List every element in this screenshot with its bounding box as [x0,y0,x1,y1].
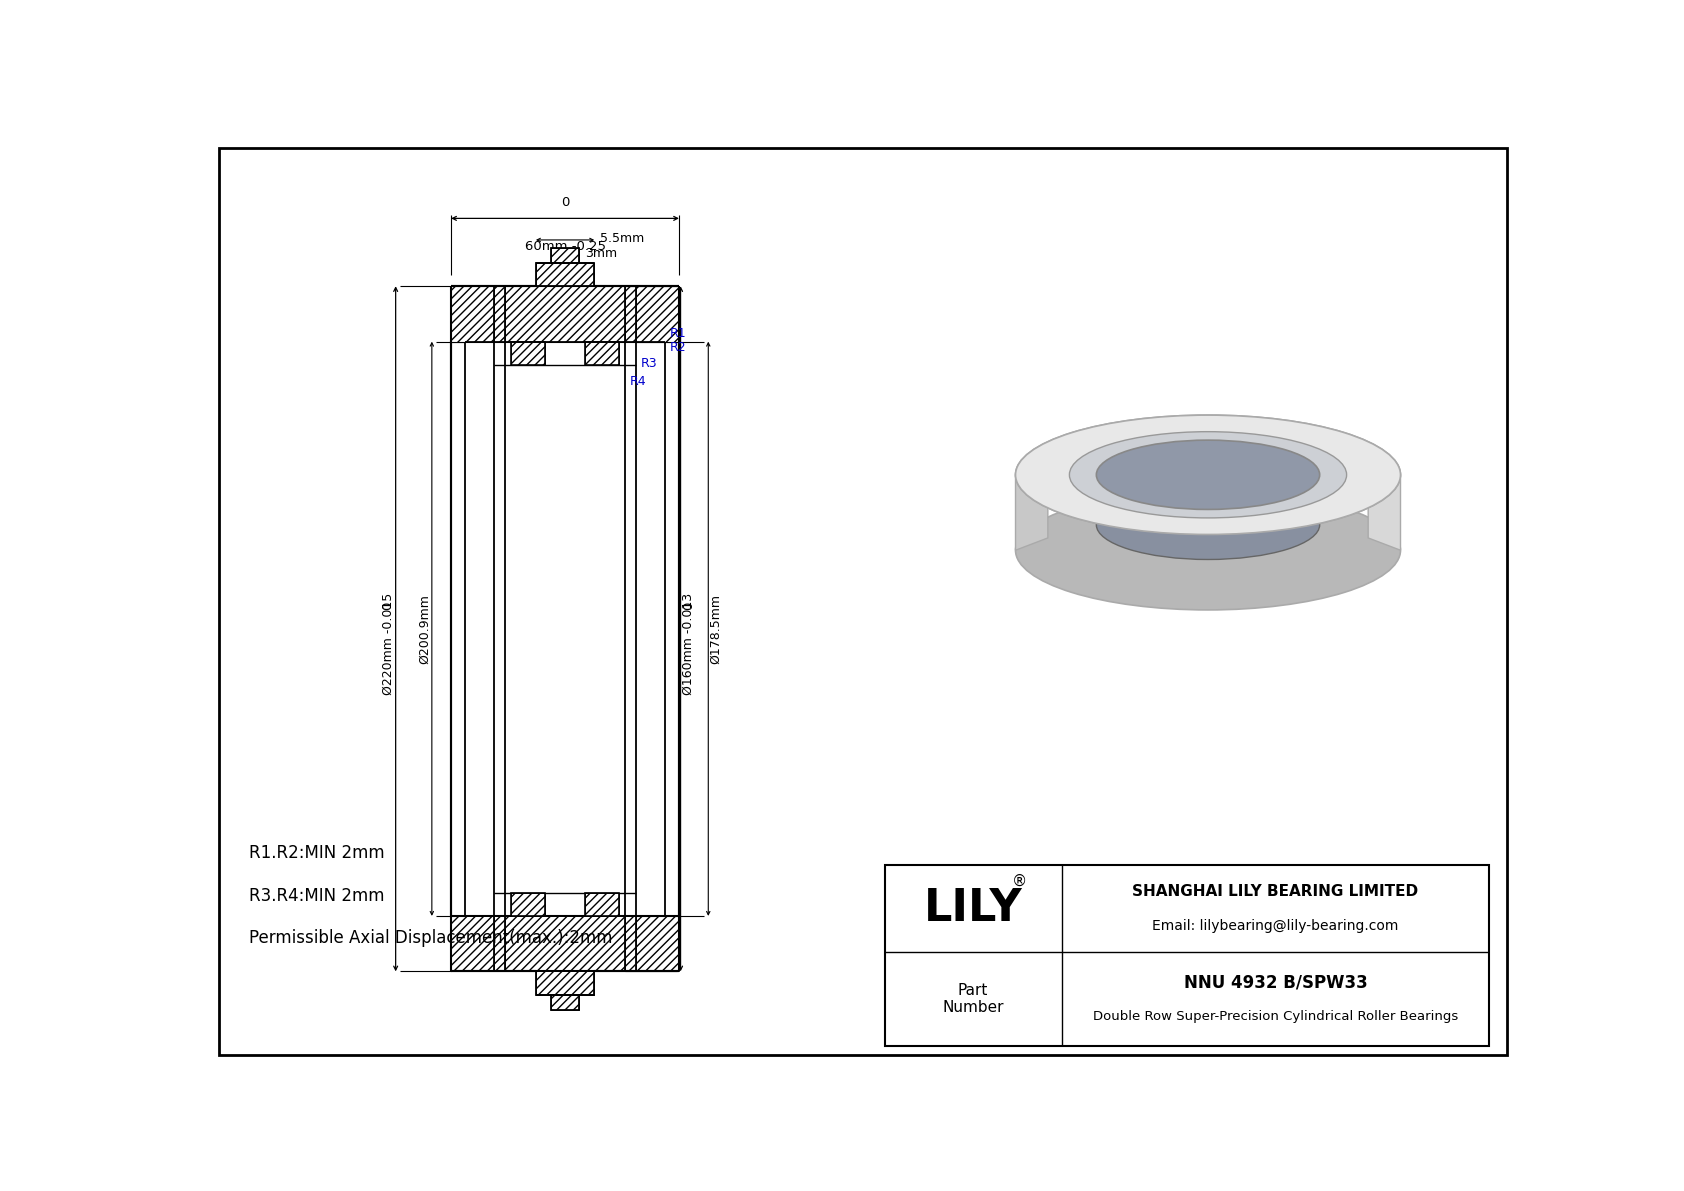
Bar [512,342,546,364]
Bar [536,972,594,994]
Bar [451,916,679,972]
Bar [493,286,505,342]
Text: R2: R2 [670,342,687,354]
Text: SHANGHAI LILY BEARING LIMITED: SHANGHAI LILY BEARING LIMITED [1132,884,1418,899]
Bar [584,893,620,916]
Bar [493,916,505,972]
Ellipse shape [1069,431,1347,518]
Bar [551,248,579,263]
Bar [584,893,620,916]
Polygon shape [1015,466,1047,550]
Text: 0: 0 [682,601,695,610]
Bar [536,972,594,994]
Polygon shape [1367,466,1401,550]
Ellipse shape [1096,441,1320,510]
Bar [451,286,679,342]
Bar [884,865,1489,1046]
Text: 3mm: 3mm [584,248,618,261]
Bar [625,916,637,972]
Text: Ø160mm -0.013: Ø160mm -0.013 [682,593,695,696]
Ellipse shape [1069,431,1347,518]
Ellipse shape [1015,416,1401,535]
Ellipse shape [1015,491,1401,610]
Text: 5.5mm: 5.5mm [601,232,645,245]
Text: Ø200.9mm: Ø200.9mm [418,594,431,663]
Bar [551,248,579,263]
Text: Part
Number: Part Number [943,983,1004,1015]
Ellipse shape [1096,441,1320,510]
Ellipse shape [1015,416,1401,535]
Text: ®: ® [1012,874,1027,890]
Ellipse shape [1096,491,1320,560]
Bar [512,893,546,916]
Ellipse shape [1096,441,1320,510]
Text: Email: lilybearing@lily-bearing.com: Email: lilybearing@lily-bearing.com [1152,918,1399,933]
Text: 0: 0 [382,601,394,610]
Text: Ø178.5mm: Ø178.5mm [709,594,722,663]
Text: R3.R4:MIN 2mm: R3.R4:MIN 2mm [249,887,386,905]
Text: R3: R3 [640,356,657,369]
Text: LILY: LILY [925,887,1022,930]
Polygon shape [1096,475,1320,525]
Bar [451,342,679,916]
Text: Double Row Super-Precision Cylindrical Roller Bearings: Double Row Super-Precision Cylindrical R… [1093,1010,1458,1023]
Bar [584,342,620,364]
Bar [584,342,620,364]
Bar [512,342,546,364]
Bar [551,994,579,1010]
Text: NNU 4932 B/SPW33: NNU 4932 B/SPW33 [1184,973,1367,991]
Text: R1.R2:MIN 2mm: R1.R2:MIN 2mm [249,844,386,862]
Text: R1: R1 [670,328,687,341]
Bar [551,994,579,1010]
Bar [536,263,594,286]
Bar [536,263,594,286]
Text: Permissible Axial Displacement(max.):2mm: Permissible Axial Displacement(max.):2mm [249,929,613,947]
Text: 60mm -0.25: 60mm -0.25 [524,239,606,252]
Text: Ø220mm -0.015: Ø220mm -0.015 [382,593,394,696]
Text: 0: 0 [561,197,569,210]
Bar [512,893,546,916]
Text: R4: R4 [630,375,647,388]
Bar [625,286,637,342]
